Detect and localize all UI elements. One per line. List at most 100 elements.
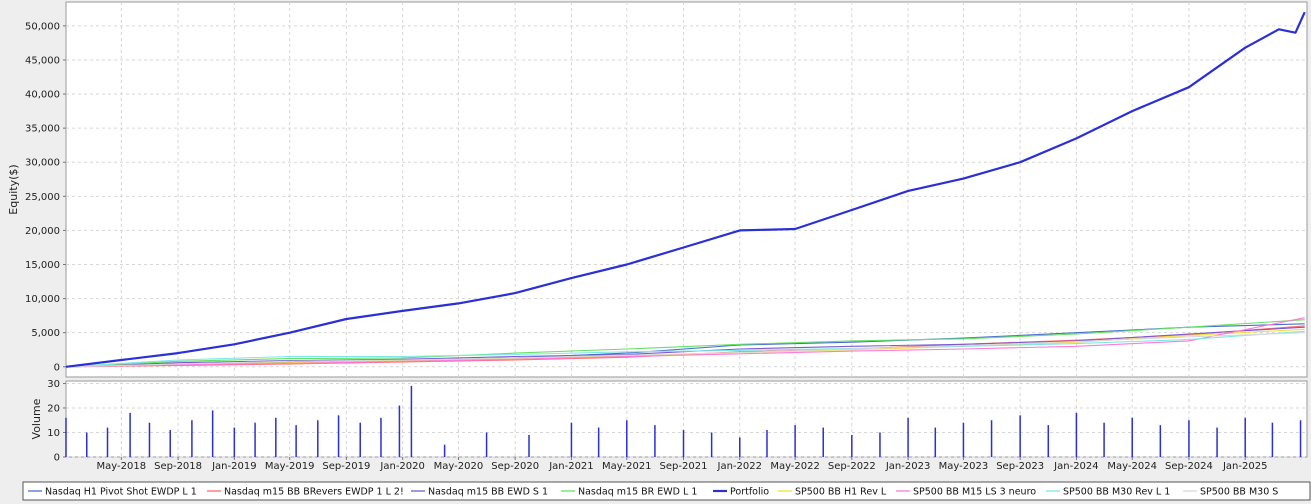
- volume-bar: [398, 405, 401, 457]
- volume-plot-area: [65, 380, 1308, 458]
- volume-bar: [822, 427, 824, 457]
- legend-items: Nasdaq H1 Pivot Shot EWDP L 1 Nasdaq m15 …: [28, 487, 1278, 498]
- equity-y-tick-label: 0: [54, 362, 60, 373]
- volume-bar: [654, 425, 656, 457]
- volume-bar: [794, 425, 796, 457]
- x-tick-label: May-2024: [1107, 461, 1157, 472]
- volume-bar: [597, 427, 600, 457]
- volume-y-tick-label: 30: [47, 379, 60, 390]
- volume-bar: [626, 420, 628, 457]
- volume-y-tick-label: 0: [54, 453, 60, 464]
- equity-y-axis: 0 5,000 10,000 15,000 20,000 25,000 30,000 35,0…: [25, 21, 66, 373]
- volume-bar: [337, 415, 340, 457]
- series-line: [65, 326, 1305, 368]
- volume-bar: [106, 427, 109, 457]
- equity-series-lines: [65, 11, 1306, 368]
- legend-item: SP500 BB M15 LS 3 neuro: [896, 487, 1036, 498]
- volume-bar: [934, 427, 937, 457]
- series-line: [65, 332, 1305, 368]
- volume-bar: [1244, 417, 1246, 457]
- equity-y-tick-label: 35,000: [25, 124, 60, 135]
- volume-bar: [129, 412, 131, 457]
- equity-y-tick-label: 20,000: [25, 226, 60, 237]
- x-tick-label: Jan-2022: [717, 461, 762, 472]
- equity-plot-area: [65, 1, 1308, 378]
- x-tick-label: Sep-2024: [1165, 461, 1213, 472]
- volume-bar: [1271, 422, 1274, 457]
- x-tick-label: Jan-2023: [885, 461, 930, 472]
- volume-bar: [1047, 425, 1050, 457]
- equity-y-tick-label: 25,000: [25, 192, 60, 203]
- legend-label: Nasdaq m15 BB EWD S 1: [428, 487, 548, 498]
- volume-bar: [1131, 417, 1133, 457]
- equity-y-tick-label: 50,000: [25, 21, 60, 32]
- volume-y-axis: 0 10 20 30: [47, 379, 66, 464]
- legend-label: SP500 BB M15 LS 3 neuro: [913, 487, 1036, 498]
- x-tick-label: Sep-2019: [322, 461, 370, 472]
- volume-y-tick-label: 10: [47, 428, 60, 439]
- x-tick-label: May-2018: [97, 461, 147, 472]
- legend-label: Nasdaq m15 BR EWD L 1: [578, 487, 697, 498]
- volume-bar: [682, 430, 685, 457]
- volume-bar: [485, 432, 488, 457]
- volume-bar: [851, 434, 853, 457]
- legend-item: Nasdaq H1 Pivot Shot EWDP L 1: [28, 487, 197, 498]
- equity-y-axis-label: Equity($): [7, 164, 20, 214]
- x-tick-label: Sep-2020: [491, 461, 539, 472]
- legend-label: SP500 BB M30 S: [1200, 487, 1278, 498]
- volume-bar: [1075, 412, 1078, 457]
- volume-bar: [317, 420, 319, 457]
- volume-bar: [410, 385, 413, 457]
- x-tick-label: Jan-2019: [211, 461, 256, 472]
- equity-y-tick-label: 10,000: [25, 294, 60, 305]
- volume-bar: [1103, 422, 1105, 457]
- x-tick-label: Jan-2025: [1222, 461, 1267, 472]
- x-tick-label: Sep-2018: [154, 461, 202, 472]
- x-tick-label: Sep-2022: [828, 461, 876, 472]
- volume-bar: [879, 432, 881, 457]
- volume-bar: [148, 422, 151, 457]
- volume-bar: [1299, 420, 1302, 457]
- legend-item: Nasdaq m15 BR EWD L 1: [561, 487, 697, 498]
- volume-bar: [233, 427, 236, 457]
- volume-bar: [990, 420, 993, 457]
- volume-bar: [907, 417, 909, 457]
- x-tick-label: Jan-2020: [379, 461, 424, 472]
- legend-item: SP500 BB M30 Rev L 1: [1046, 487, 1170, 498]
- x-tick-label: May-2020: [434, 461, 484, 472]
- volume-bar: [380, 417, 382, 457]
- legend-item: Nasdaq m15 BB EWD S 1: [411, 487, 548, 498]
- volume-bar: [1188, 420, 1190, 457]
- volume-bar: [275, 417, 277, 457]
- volume-bar: [191, 420, 193, 457]
- series-line: [65, 11, 1306, 368]
- series-line: [65, 323, 1305, 368]
- volume-bar: [1019, 415, 1021, 457]
- legend-item: SP500 BB M30 S: [1183, 487, 1278, 498]
- volume-bar: [295, 425, 297, 457]
- volume-bar: [169, 430, 171, 457]
- volume-bar: [766, 430, 768, 457]
- x-tick-label: May-2022: [770, 461, 820, 472]
- x-tick-label: Jan-2021: [548, 461, 593, 472]
- volume-y-axis-label: Volume: [30, 398, 43, 439]
- series-line: [65, 317, 1305, 368]
- volume-bar: [1216, 427, 1218, 457]
- equity-y-tick-label: 45,000: [25, 55, 60, 66]
- equity-y-tick-label: 40,000: [25, 90, 60, 101]
- date-x-axis: May-2018 Sep-2018 Jan-2019 May-2019 Sep-2019…: [97, 457, 1267, 472]
- equity-grid: [66, 2, 1307, 377]
- volume-bar: [211, 410, 214, 457]
- volume-bar: [528, 434, 530, 457]
- x-tick-label: Sep-2023: [996, 461, 1044, 472]
- volume-bar: [254, 422, 256, 457]
- volume-bar: [65, 417, 67, 457]
- volume-bar: [86, 432, 88, 457]
- equity-y-tick-label: 15,000: [25, 260, 60, 271]
- volume-bar: [570, 422, 573, 457]
- series-line: [65, 319, 1305, 368]
- x-tick-label: May-2019: [265, 461, 315, 472]
- legend: [22, 481, 1311, 501]
- legend-label: Portfolio: [730, 487, 769, 498]
